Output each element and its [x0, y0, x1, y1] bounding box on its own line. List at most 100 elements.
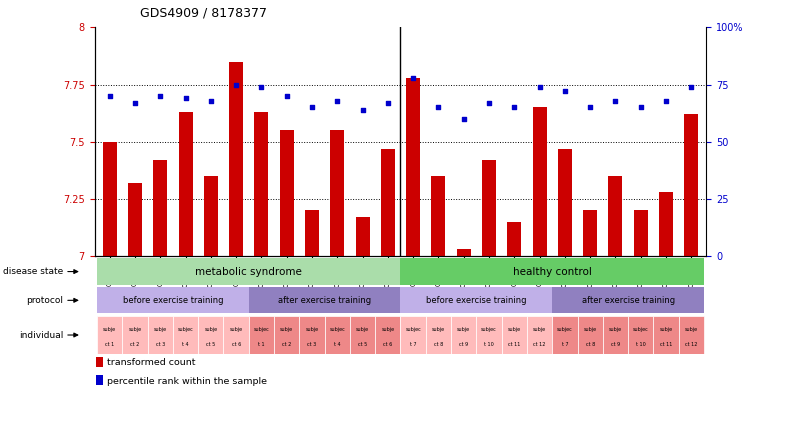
Point: [584, 104, 597, 111]
Bar: [223, 316, 249, 354]
Text: subjec: subjec: [254, 327, 269, 332]
Point: [280, 93, 293, 99]
Text: healthy control: healthy control: [513, 266, 592, 277]
Bar: [426, 316, 451, 354]
Bar: [501, 316, 527, 354]
Bar: [324, 316, 350, 354]
Text: t 1: t 1: [258, 342, 264, 347]
Point: [381, 99, 394, 106]
Bar: [198, 316, 223, 354]
Text: subje: subje: [305, 327, 319, 332]
Bar: [249, 287, 400, 313]
Bar: [95, 357, 103, 367]
Bar: [305, 210, 319, 256]
Bar: [300, 316, 324, 354]
Text: subje: subje: [356, 327, 369, 332]
Bar: [249, 316, 274, 354]
Point: [407, 74, 420, 81]
Text: protocol: protocol: [26, 296, 63, 305]
Bar: [533, 107, 546, 256]
Point: [482, 99, 495, 106]
Text: t 10: t 10: [484, 342, 494, 347]
Bar: [350, 316, 375, 354]
Text: ct 9: ct 9: [611, 342, 620, 347]
Text: subjec: subjec: [329, 327, 345, 332]
Point: [685, 83, 698, 90]
Bar: [507, 222, 521, 256]
Point: [179, 95, 192, 102]
Bar: [659, 192, 673, 256]
Bar: [451, 316, 477, 354]
Bar: [603, 316, 628, 354]
Point: [306, 104, 319, 111]
Bar: [330, 130, 344, 256]
Text: subje: subje: [685, 327, 698, 332]
Point: [255, 83, 268, 90]
Bar: [400, 287, 552, 313]
Text: after exercise training: after exercise training: [582, 296, 674, 305]
Text: t 4: t 4: [334, 342, 340, 347]
Text: ct 9: ct 9: [459, 342, 469, 347]
Bar: [558, 148, 572, 256]
Text: subje: subje: [508, 327, 521, 332]
Text: ct 6: ct 6: [383, 342, 392, 347]
Text: metabolic syndrome: metabolic syndrome: [195, 266, 302, 277]
Text: subje: subje: [230, 327, 243, 332]
Text: subje: subje: [381, 327, 394, 332]
Text: transformed count: transformed count: [107, 358, 195, 367]
Point: [457, 115, 470, 122]
Point: [129, 99, 142, 106]
Bar: [609, 176, 622, 256]
Bar: [147, 316, 173, 354]
Bar: [97, 258, 400, 285]
Point: [103, 93, 116, 99]
Text: subjec: subjec: [557, 327, 573, 332]
Text: ct 11: ct 11: [660, 342, 672, 347]
Bar: [634, 210, 648, 256]
Text: ct 5: ct 5: [206, 342, 215, 347]
Bar: [482, 160, 496, 256]
Text: ct 5: ct 5: [358, 342, 367, 347]
Text: disease state: disease state: [3, 267, 63, 276]
Text: t 4: t 4: [183, 342, 189, 347]
Point: [356, 106, 369, 113]
Bar: [128, 183, 142, 256]
Bar: [477, 316, 501, 354]
Bar: [678, 316, 704, 354]
Text: t 7: t 7: [410, 342, 417, 347]
Text: subje: subje: [204, 327, 217, 332]
Text: ct 8: ct 8: [434, 342, 443, 347]
Bar: [406, 78, 420, 256]
Text: subje: subje: [280, 327, 293, 332]
Text: ct 3: ct 3: [155, 342, 165, 347]
Point: [533, 83, 546, 90]
Point: [154, 93, 167, 99]
Text: subje: subje: [533, 327, 546, 332]
Bar: [578, 316, 603, 354]
Text: subjec: subjec: [178, 327, 193, 332]
Text: subje: subje: [103, 327, 116, 332]
Text: after exercise training: after exercise training: [278, 296, 371, 305]
Bar: [123, 316, 147, 354]
Point: [634, 104, 647, 111]
Point: [508, 104, 521, 111]
Text: before exercise training: before exercise training: [426, 296, 526, 305]
Point: [558, 88, 571, 95]
Text: percentile rank within the sample: percentile rank within the sample: [107, 376, 267, 385]
Text: ct 2: ct 2: [282, 342, 292, 347]
Bar: [97, 287, 249, 313]
Text: before exercise training: before exercise training: [123, 296, 223, 305]
Bar: [552, 316, 578, 354]
Text: ct 8: ct 8: [586, 342, 595, 347]
Bar: [400, 316, 426, 354]
Text: ct 12: ct 12: [533, 342, 545, 347]
Text: ct 3: ct 3: [308, 342, 316, 347]
Text: ct 12: ct 12: [685, 342, 698, 347]
Text: GDS4909 / 8178377: GDS4909 / 8178377: [140, 6, 268, 19]
Bar: [628, 316, 654, 354]
Point: [230, 81, 243, 88]
Bar: [103, 142, 117, 256]
Bar: [95, 375, 103, 385]
Text: subjec: subjec: [633, 327, 649, 332]
Bar: [204, 176, 218, 256]
